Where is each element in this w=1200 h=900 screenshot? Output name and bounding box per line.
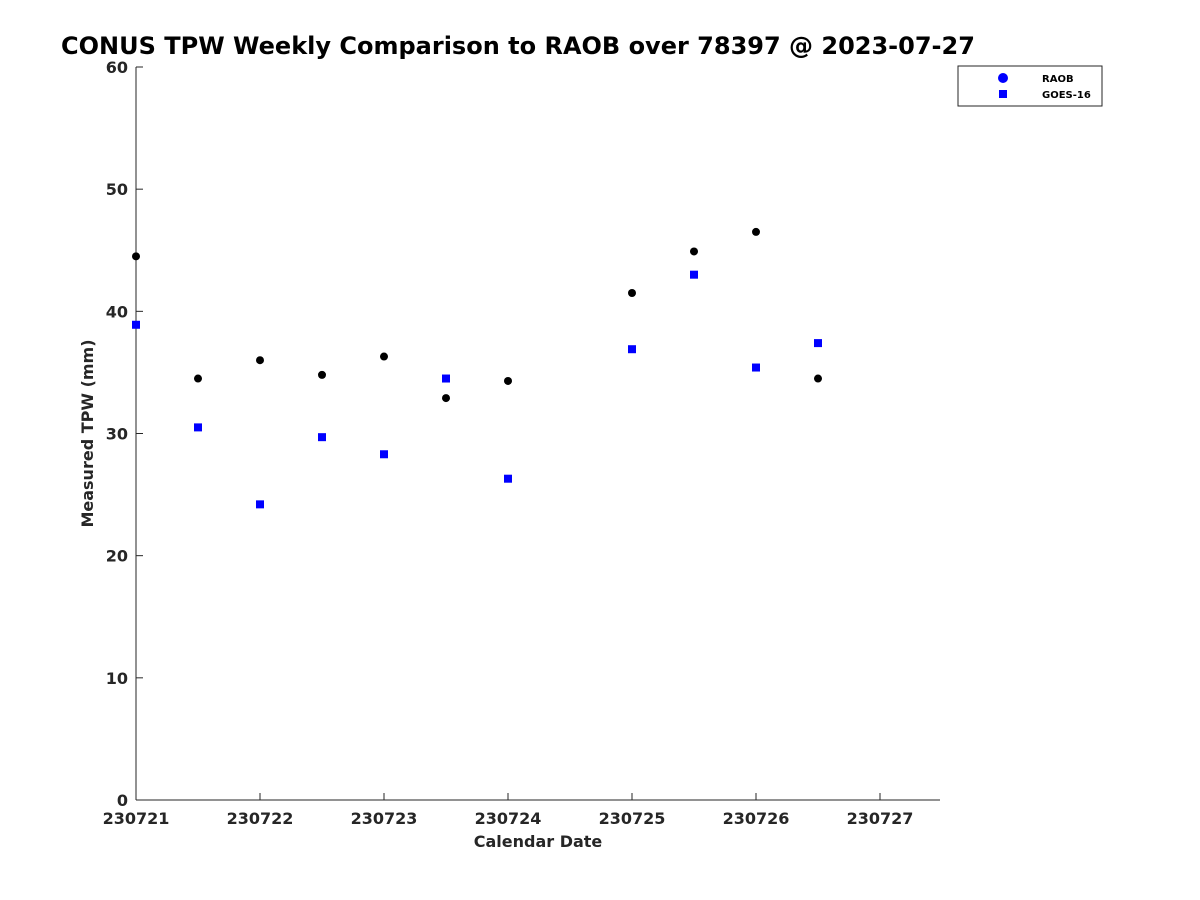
legend-box	[957, 65, 1103, 107]
x-axis-label: Calendar Date	[474, 832, 603, 851]
goes16-point	[690, 270, 698, 279]
goes16-point	[504, 474, 512, 483]
goes16-point	[814, 339, 822, 348]
x-tick-label: 230727	[847, 809, 914, 828]
raob-point	[504, 376, 512, 385]
y-tick-label: 20	[106, 547, 128, 566]
legend-label: RAOB	[1042, 74, 1074, 85]
x-tick-label: 230724	[475, 809, 542, 828]
chart-title: CONUS TPW Weekly Comparison to RAOB over…	[61, 32, 975, 60]
plot-axes	[135, 67, 940, 801]
goes16-point	[380, 450, 388, 459]
y-axis-ticks: 0 10 20 30 40 50 60	[106, 58, 143, 810]
raob-point	[132, 252, 140, 261]
raob-point	[690, 247, 698, 256]
y-tick-label: 10	[106, 669, 128, 688]
goes16-point	[194, 423, 202, 432]
raob-point	[752, 227, 760, 236]
x-tick-label: 230725	[599, 809, 666, 828]
goes16-point	[318, 433, 326, 442]
legend-label: GOES-16	[1042, 90, 1091, 101]
goes16-point	[752, 363, 760, 372]
y-axis-label: Measured TPW (mm)	[78, 339, 97, 527]
y-tick-label: 30	[106, 425, 128, 444]
x-axis-ticks: 230721 230722 230723 230724 230725 230726 2307…	[103, 793, 914, 828]
raob-point	[628, 289, 636, 298]
y-tick-label: 40	[106, 302, 128, 321]
raob-point	[194, 374, 202, 383]
goes16-point	[628, 345, 636, 354]
x-tick-label: 230722	[227, 809, 294, 828]
x-tick-label: 230726	[723, 809, 790, 828]
legend-square-marker	[999, 90, 1007, 98]
x-tick-label: 230723	[351, 809, 418, 828]
legend-circle-marker	[998, 73, 1008, 83]
x-tick-label: 230721	[103, 809, 170, 828]
data-points	[132, 227, 822, 509]
raob-point	[256, 356, 264, 365]
y-tick-label: 60	[106, 58, 128, 77]
raob-point	[318, 370, 326, 379]
raob-point	[442, 394, 450, 403]
chart-legend: RAOB GOES-16	[957, 65, 1103, 107]
raob-point	[814, 374, 822, 383]
y-tick-label: 0	[117, 791, 128, 810]
raob-point	[380, 352, 388, 361]
goes16-point	[256, 500, 264, 509]
y-tick-label: 50	[106, 180, 128, 199]
goes16-point	[132, 320, 140, 329]
goes16-point	[442, 374, 450, 383]
